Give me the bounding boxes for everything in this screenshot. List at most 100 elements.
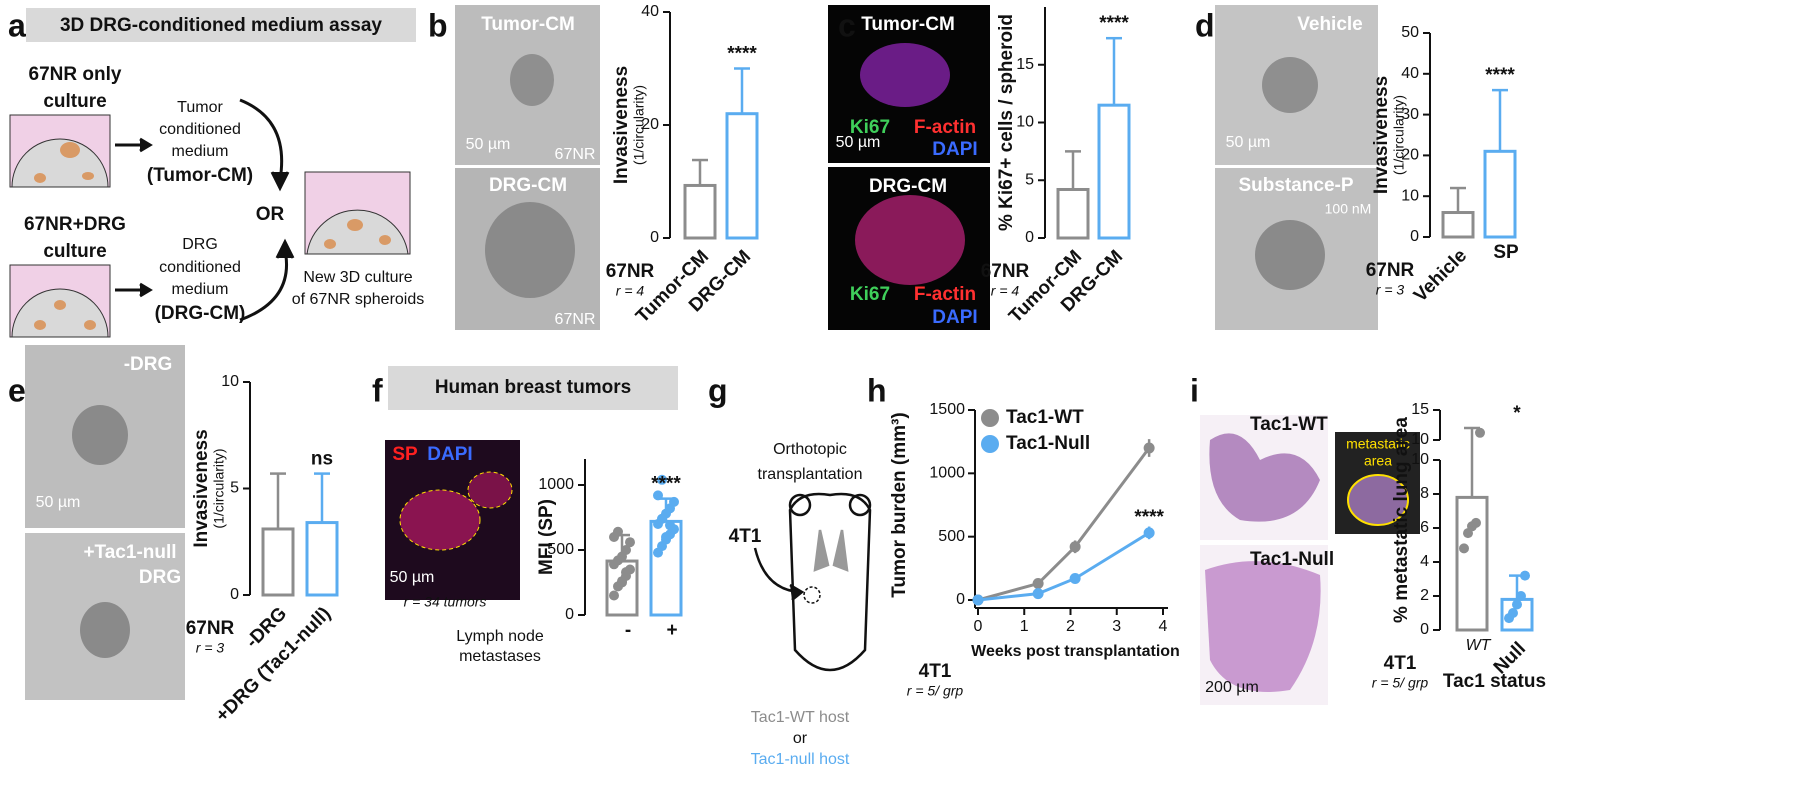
title-box — [388, 366, 678, 410]
y-tick-label: 15 — [1411, 401, 1429, 418]
bar — [1455, 495, 1489, 632]
y-tick-label: 15 — [1016, 56, 1034, 73]
g-label: 4T1 — [729, 526, 762, 547]
scale-label: 50 µm — [390, 569, 435, 586]
spheroid — [485, 202, 575, 298]
data-point — [1508, 608, 1518, 618]
inset-label: area — [1364, 453, 1392, 469]
lung-section — [1205, 561, 1321, 692]
y-tick-label: 1500 — [929, 401, 965, 418]
data-point — [613, 526, 623, 537]
y-tick-label: 0 — [1410, 228, 1419, 245]
host-label: or — [793, 730, 808, 747]
image-label: Substance-P — [1238, 175, 1353, 196]
replicates: r = 3 — [1376, 282, 1405, 298]
y-axis-sublabel: (1/circularity) — [631, 85, 647, 165]
scale-label: 200 µm — [1205, 679, 1259, 696]
x-tick-label: 3 — [1112, 618, 1121, 635]
y-tick-label: 10 — [1016, 114, 1034, 131]
y-tick-label: 0 — [650, 229, 659, 246]
tumor-region — [467, 471, 513, 509]
panel-label: e — [8, 372, 26, 408]
result-label: of 67NR spheroids — [292, 291, 425, 308]
y-tick-label: 10 — [1411, 431, 1429, 448]
y-tick-label: 0 — [1025, 229, 1034, 246]
y-axis-label: % metastatic lung area — [1391, 417, 1412, 623]
y-axis-label: Invasiveness — [611, 66, 632, 184]
bar — [683, 183, 717, 240]
stain-label: F-actin — [914, 284, 976, 305]
image-label: 67NR — [555, 146, 596, 163]
y-axis-label: MFI (SP) — [536, 499, 557, 575]
marker — [1069, 572, 1081, 584]
arrow-label: medium — [172, 281, 229, 298]
group-title: Lymph node — [456, 628, 544, 645]
group-title: Tac1 status — [1443, 671, 1546, 692]
panel-label: f — [372, 372, 383, 408]
data-point — [665, 520, 675, 531]
stain-label: SP — [392, 444, 418, 465]
panel-label: a — [8, 7, 26, 43]
image-label: DRG-CM — [489, 175, 567, 196]
data-point — [609, 590, 619, 601]
cell-line: 67NR — [186, 618, 235, 639]
host-label: Tac1-null host — [751, 751, 850, 768]
significance: **** — [1485, 65, 1515, 86]
data-point — [653, 490, 663, 501]
scale-label: 50 µm — [1226, 134, 1271, 151]
x-tick-label: 1 — [1020, 618, 1029, 635]
marker — [972, 594, 984, 606]
data-point — [621, 567, 631, 578]
y-tick-label: 0 — [565, 606, 574, 623]
legend-label: Tac1-Null — [1006, 433, 1090, 454]
host-label: Tac1-WT host — [751, 709, 850, 726]
y-tick-label: 2 — [1420, 587, 1429, 604]
significance: ns — [311, 449, 333, 470]
y-tick-label: 10 — [1411, 451, 1429, 468]
stain-label: DAPI — [932, 139, 977, 160]
cell-line: 4T1 — [919, 661, 952, 682]
data-point — [1471, 517, 1481, 528]
data-point — [669, 496, 679, 507]
y-tick-label: 500 — [938, 528, 965, 545]
spheroid — [1262, 57, 1318, 113]
image-label: Tumor-CM — [861, 14, 955, 35]
scale-label: 50 µm — [466, 136, 511, 153]
significance: **** — [1099, 13, 1129, 34]
significance: **** — [651, 474, 681, 495]
data-point — [621, 545, 631, 555]
marker — [1032, 588, 1044, 600]
cell-line: 67NR — [981, 261, 1030, 282]
y-axis-label: Tumor burden (mm³) — [889, 412, 910, 597]
data-point — [657, 474, 667, 485]
y-tick-label: 30 — [1401, 106, 1419, 123]
bar — [1056, 187, 1090, 240]
y-tick-label: 500 — [547, 541, 574, 558]
arrow-label: Tumor — [177, 99, 223, 116]
dish-label: 67NR only — [29, 64, 122, 85]
lung-section — [1209, 433, 1320, 522]
data-point — [1520, 570, 1530, 581]
legend-marker — [981, 435, 999, 453]
line — [977, 531, 1150, 602]
y-tick-label: 4 — [1420, 553, 1429, 570]
x-axis-label: Weeks post transplantation — [971, 643, 1180, 660]
scale-label: 50 µm — [36, 494, 81, 511]
spheroid — [510, 54, 554, 106]
bar — [261, 527, 295, 597]
spheroid — [72, 405, 128, 465]
y-axis-label: Invasiveness — [191, 429, 212, 547]
legend-marker — [981, 409, 999, 427]
replicates: r = 3 — [196, 640, 225, 656]
arrow-label: medium — [172, 143, 229, 160]
y-axis-label: Invasiveness — [1371, 76, 1392, 194]
panel-label: h — [867, 372, 887, 408]
metastatic-region — [1347, 474, 1409, 526]
data-point — [625, 537, 635, 548]
y-tick-label: 0 — [956, 591, 965, 608]
title-box — [26, 8, 416, 42]
y-tick-label: 8 — [1420, 485, 1429, 502]
y-tick-label: 1000 — [929, 465, 965, 482]
line — [977, 447, 1151, 602]
